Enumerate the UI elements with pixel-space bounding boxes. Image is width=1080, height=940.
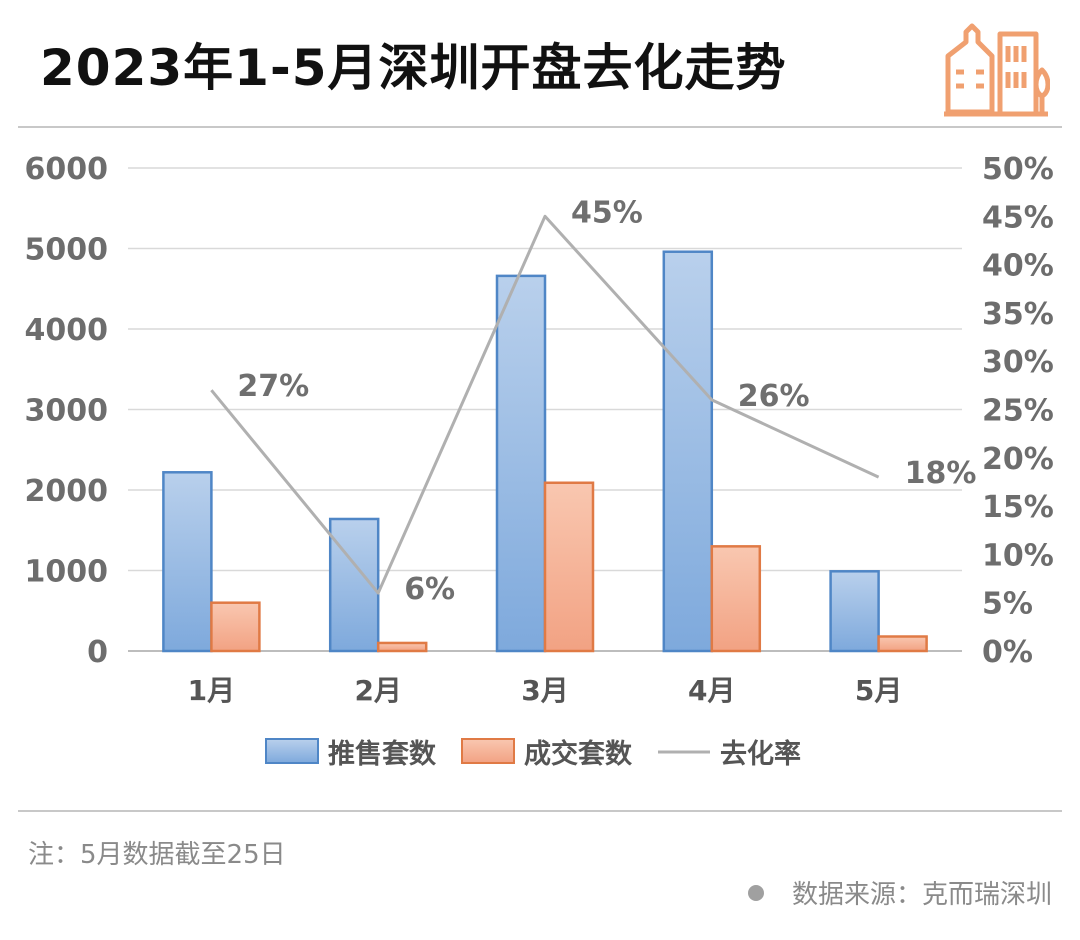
rate-data-label: 18% — [905, 456, 977, 491]
footnote: 注：5月数据截至25日 — [28, 840, 286, 870]
x-axis-tick: 3月 — [521, 674, 568, 707]
bar-sold — [877, 635, 928, 653]
bar-supply — [162, 471, 213, 653]
x-axis-tick: 1月 — [188, 674, 235, 707]
bar-sold — [710, 545, 762, 653]
data-source: 数据来源：克而瑞深圳 — [747, 874, 1052, 911]
bar-sold — [210, 601, 261, 653]
right-axis-tick: 20% — [982, 442, 1054, 477]
x-axis-ticks: 1月 2月 3月 4月 5月 — [188, 674, 903, 707]
rate-data-label: 27% — [237, 369, 309, 404]
x-axis-tick: 2月 — [354, 674, 401, 707]
bullet-icon — [747, 885, 764, 901]
left-axis-tick: 2000 — [25, 474, 109, 509]
bars — [162, 250, 928, 653]
legend: 推售套数 成交套数 去化率 — [265, 738, 801, 770]
legend-label-supply: 推售套数 — [328, 738, 437, 770]
rate-line: 27% 6% 45% 26% 18% — [210, 195, 977, 607]
legend-swatch-sold — [461, 738, 515, 764]
right-axis-tick: 15% — [982, 490, 1054, 525]
bar-supply — [495, 274, 547, 653]
legend-label-rate: 去化率 — [720, 738, 801, 770]
rate-data-label: 6% — [404, 572, 455, 607]
bar-supply — [662, 250, 714, 653]
right-axis-tick: 35% — [982, 297, 1054, 332]
right-axis-tick: 40% — [982, 249, 1054, 284]
legend-label-sold: 成交套数 — [524, 738, 633, 770]
right-axis-tick: 50% — [982, 152, 1054, 187]
left-axis-ticks: 0 1000 2000 3000 4000 5000 6000 — [25, 152, 109, 670]
bar-sold — [543, 481, 595, 653]
chart-title: 2023年1-5月深圳开盘去化走势 — [40, 39, 787, 97]
bottom-divider — [18, 810, 1062, 812]
bar-sold — [376, 641, 428, 653]
right-axis-tick: 5% — [982, 587, 1033, 622]
top-divider — [18, 126, 1062, 128]
legend-swatch-supply — [265, 738, 319, 764]
right-axis-tick: 45% — [982, 200, 1054, 235]
left-axis-tick: 3000 — [25, 394, 109, 429]
bar-supply — [829, 570, 880, 653]
left-axis-tick: 5000 — [25, 233, 109, 268]
left-axis-tick: 1000 — [25, 555, 109, 590]
rate-data-label: 45% — [571, 195, 643, 230]
left-axis-tick: 0 — [87, 635, 108, 670]
right-axis-tick: 10% — [982, 538, 1054, 573]
left-axis-tick: 4000 — [25, 313, 109, 348]
x-axis-tick: 4月 — [688, 674, 735, 707]
right-axis-tick: 30% — [982, 345, 1054, 380]
right-axis-tick: 0% — [982, 635, 1033, 670]
data-source-text: 数据来源：克而瑞深圳 — [791, 880, 1052, 910]
x-axis-tick: 5月 — [855, 674, 902, 707]
building-icon — [944, 23, 1050, 117]
right-axis-ticks: 0% 5% 10% 15% 20% 25% 30% 35% 40% 45% 50% — [982, 152, 1054, 670]
right-axis-tick: 25% — [982, 394, 1054, 429]
left-axis-tick: 6000 — [25, 152, 109, 187]
rate-data-label: 26% — [738, 379, 810, 414]
